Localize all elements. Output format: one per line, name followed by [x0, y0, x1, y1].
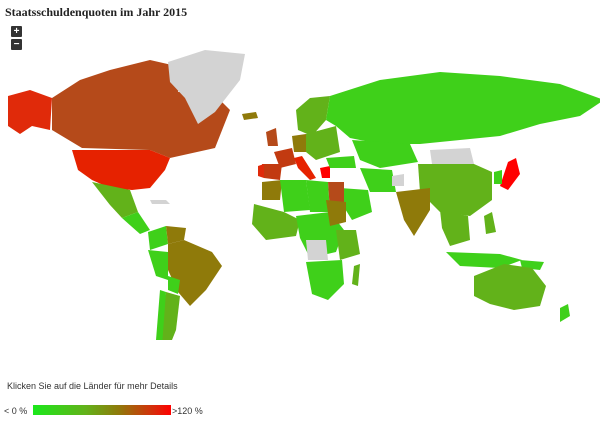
country-portugal[interactable] [258, 164, 264, 178]
country-japan[interactable] [500, 158, 520, 190]
country-brazil[interactable] [168, 240, 222, 306]
country-saudi-arabia[interactable] [340, 188, 372, 220]
country-kazakhstan[interactable] [352, 140, 418, 168]
country-new-zealand[interactable] [560, 304, 570, 322]
zoom-in-button[interactable]: + [11, 26, 22, 37]
zoom-out-button[interactable]: − [11, 39, 22, 50]
country-madagascar[interactable] [352, 264, 360, 286]
country-peru[interactable] [148, 250, 168, 280]
country-bolivia[interactable] [168, 276, 180, 294]
country-russia[interactable] [326, 72, 600, 144]
country-mexico[interactable] [92, 182, 138, 218]
country-uk[interactable] [266, 128, 278, 146]
country-spain[interactable] [262, 164, 282, 180]
country-germany[interactable] [292, 134, 308, 152]
country-korea[interactable] [494, 170, 502, 184]
country-iran[interactable] [360, 168, 396, 192]
country-cuba[interactable] [150, 200, 170, 204]
country-alaska[interactable] [8, 90, 52, 134]
country-eastern-europe[interactable] [306, 126, 340, 160]
country-libya[interactable] [306, 180, 330, 212]
country-colombia[interactable] [148, 226, 168, 250]
country-mongolia[interactable] [430, 148, 474, 164]
country-morocco[interactable] [262, 180, 282, 200]
legend-min-label: < 0 % [4, 406, 28, 416]
country-iceland[interactable] [242, 112, 258, 120]
country-argentina[interactable] [160, 292, 180, 340]
country-algeria[interactable] [280, 180, 310, 212]
click-hint: Klicken Sie auf die Länder für mehr Deta… [7, 381, 178, 391]
world-map[interactable] [0, 40, 600, 340]
country-turkey[interactable] [326, 156, 356, 168]
legend-max-label: >120 % [172, 406, 203, 416]
country-usa[interactable] [72, 150, 170, 190]
country-chile[interactable] [156, 290, 166, 340]
country-india[interactable] [396, 188, 430, 236]
country-scandinavia[interactable] [296, 96, 330, 136]
country-venezuela[interactable] [166, 226, 186, 244]
country-southeast-asia[interactable] [440, 210, 470, 246]
map-title: Staatsschuldenquoten im Jahr 2015 [5, 5, 188, 19]
country-sudan[interactable] [326, 200, 346, 226]
country-afghanistan[interactable] [392, 174, 404, 186]
country-west-africa[interactable] [252, 204, 300, 240]
country-philippines[interactable] [484, 212, 496, 234]
country-east-africa[interactable] [336, 230, 360, 260]
country-greenland[interactable] [168, 50, 245, 124]
country-central-america[interactable] [122, 212, 150, 234]
country-italy[interactable] [294, 156, 316, 180]
country-china[interactable] [418, 164, 492, 216]
country-drc[interactable] [306, 240, 328, 260]
country-greece[interactable] [320, 166, 330, 178]
legend-gradient-bar [33, 405, 171, 415]
country-indonesia[interactable] [446, 252, 522, 268]
country-southern-africa[interactable] [306, 260, 344, 300]
country-australia[interactable] [474, 264, 546, 310]
country-canada[interactable] [52, 60, 230, 158]
country-france[interactable] [274, 148, 296, 168]
